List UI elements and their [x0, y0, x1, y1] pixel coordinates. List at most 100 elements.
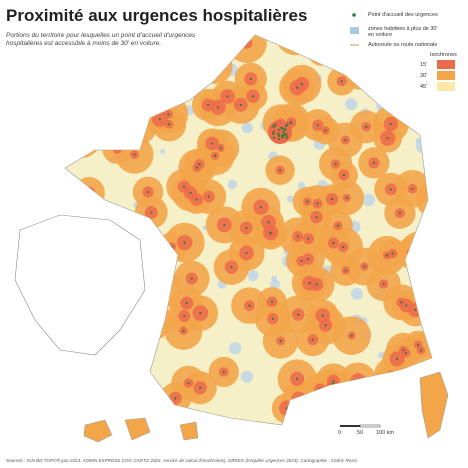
emergency-point — [342, 246, 345, 249]
isochrone-30 — [383, 375, 420, 412]
isochrone-15 — [75, 132, 89, 147]
legend-roads: Autoroute ou route nationale — [368, 42, 438, 48]
emergency-point — [320, 50, 323, 53]
isochrone-15 — [188, 56, 200, 68]
isochrone-15 — [406, 248, 417, 258]
emergency-point — [281, 134, 284, 137]
emergency-point — [405, 304, 408, 307]
isochrone-15 — [352, 65, 367, 79]
isochrone-30 — [352, 380, 385, 413]
isochrone-30 — [65, 378, 80, 418]
emergency-point — [399, 50, 402, 54]
isochrone-30 — [65, 375, 82, 416]
emergency-point — [219, 146, 222, 150]
isochrone-30 — [414, 99, 432, 137]
emergency-point — [151, 319, 155, 323]
emergency-point — [411, 187, 414, 190]
emergency-point — [72, 83, 75, 86]
scale-bar — [340, 425, 360, 427]
isochrone-30 — [65, 372, 86, 408]
emergency-point — [345, 196, 348, 199]
isochrone-30 — [65, 66, 77, 99]
blue-zone — [228, 342, 242, 355]
isochrone-15 — [111, 54, 125, 68]
emergency-point — [316, 202, 319, 205]
emergency-point — [321, 314, 324, 317]
emergency-point — [272, 132, 275, 135]
blue-zone — [415, 139, 430, 154]
emergency-point — [316, 124, 319, 127]
blue-zone — [151, 399, 165, 413]
emergency-point — [267, 221, 270, 224]
blue-zone — [270, 279, 280, 290]
blue-zone — [81, 57, 89, 66]
emergency-point — [216, 106, 220, 109]
emergency-point — [296, 86, 299, 89]
emergency-point — [284, 132, 287, 136]
blue-zone — [345, 98, 358, 111]
isochrone-30 — [65, 110, 83, 148]
emergency-point — [389, 122, 392, 126]
emergency-point — [183, 314, 186, 318]
emergency-point — [59, 397, 61, 399]
blue-zone — [247, 270, 259, 282]
emergency-point — [342, 173, 346, 177]
isochrone-15 — [83, 186, 96, 199]
blue-zone — [94, 393, 104, 403]
isochrone-30 — [415, 181, 432, 217]
isochrone-15 — [117, 68, 134, 85]
emergency-point — [336, 224, 340, 227]
emergency-point — [122, 60, 126, 63]
isochrone-15 — [385, 386, 399, 400]
emergency-point — [81, 120, 85, 124]
isochrone-30 — [331, 390, 368, 425]
isochrone-15 — [396, 47, 406, 57]
emergency-point — [226, 95, 229, 98]
legend-iso-45 — [437, 82, 455, 91]
emergency-point — [183, 241, 186, 244]
isochrone-15 — [112, 144, 122, 154]
blue-zone — [118, 50, 130, 62]
isochrone-15 — [342, 401, 356, 415]
scale-label: 0 — [338, 430, 342, 436]
emergency-point — [161, 287, 164, 290]
emergency-point — [398, 212, 402, 215]
emergency-point — [387, 75, 391, 78]
emergency-point — [190, 277, 193, 280]
isochrone-15 — [411, 242, 425, 256]
emergency-point — [245, 226, 248, 230]
isochrone-15 — [356, 413, 369, 425]
emergency-point — [167, 113, 170, 116]
blue-zone — [105, 48, 110, 53]
isochrone-15 — [207, 58, 223, 75]
blue-zone — [427, 106, 432, 118]
legend-iso-label: 15' — [420, 62, 428, 68]
isochrone-15 — [117, 54, 131, 69]
isochrone-30 — [307, 37, 337, 66]
emergency-point — [198, 163, 201, 166]
emergency-point — [273, 136, 276, 139]
emergency-point — [116, 60, 119, 63]
emergency-point — [193, 60, 196, 63]
emergency-point — [230, 266, 233, 269]
emergency-point — [282, 128, 285, 131]
emergency-point — [274, 123, 277, 126]
blue-zone — [310, 42, 322, 54]
emergency-point — [251, 95, 255, 98]
isochrone-15 — [350, 373, 366, 389]
inset-territory — [14, 214, 146, 356]
source: Sources : IGN BD TOPO® juin 2024, ADMIN … — [6, 458, 357, 463]
emergency-point — [297, 397, 300, 400]
isochrone-15 — [55, 394, 64, 403]
legend-zones-symbol — [350, 27, 359, 34]
emergency-point — [284, 125, 288, 128]
blue-zone — [111, 73, 125, 87]
isochrone-30 — [96, 383, 127, 414]
emergency-point — [199, 386, 202, 389]
emergency-point — [100, 396, 103, 399]
isochrone-15 — [65, 383, 75, 397]
emergency-point — [400, 392, 404, 395]
blue-zone — [415, 50, 421, 55]
scale-label: 100 km — [376, 430, 395, 436]
